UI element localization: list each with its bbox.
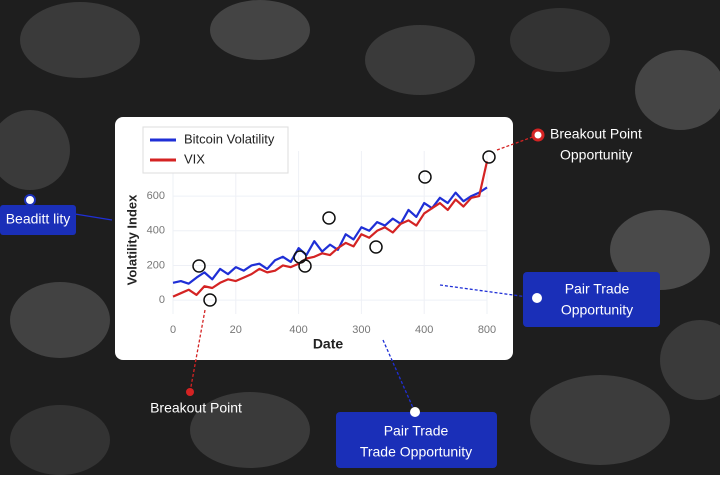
line bbox=[172, 161, 489, 298]
marker bbox=[186, 388, 194, 396]
marker bbox=[532, 293, 542, 303]
annotation: Breakout Point bbox=[550, 126, 642, 142]
annotation: Beaditt lity bbox=[6, 211, 71, 227]
x-tick-label: 400 bbox=[289, 324, 307, 336]
line bbox=[172, 186, 488, 285]
legend-label: Bitcoin Volatility bbox=[184, 131, 275, 146]
y-tick-label: 0 bbox=[159, 294, 165, 306]
y-tick-label: 400 bbox=[147, 225, 165, 237]
x-tick-label: 0 bbox=[170, 324, 176, 336]
x-tick-label: 400 bbox=[415, 324, 433, 336]
x-tick-label: 300 bbox=[352, 324, 370, 336]
annotation: Trade Opportunity bbox=[360, 444, 472, 460]
annotation: Opportunity bbox=[560, 147, 632, 163]
x-tick-label: 20 bbox=[230, 324, 242, 336]
y-tick-label: 600 bbox=[147, 190, 165, 202]
plot: 0 200 400 600 0 20 400 300 400 800 bbox=[147, 151, 496, 336]
legend bbox=[142, 126, 289, 174]
callout-box bbox=[336, 412, 497, 468]
annotation: Pair Trade bbox=[384, 423, 449, 439]
callout-box bbox=[523, 272, 660, 327]
y-tick-label: 200 bbox=[147, 259, 165, 271]
x-tick-label: 800 bbox=[478, 324, 496, 336]
legend-label: VIX bbox=[184, 151, 205, 166]
annotation: Opportunity bbox=[561, 302, 633, 318]
marker bbox=[24, 194, 36, 206]
connectors bbox=[74, 134, 539, 411]
x-axis-label: Date bbox=[313, 336, 344, 352]
marker bbox=[531, 128, 545, 142]
annotation: Breakout Point bbox=[150, 400, 242, 416]
callout-box bbox=[0, 205, 76, 235]
annotation: Pair Trade bbox=[565, 281, 630, 297]
highlight-circles bbox=[192, 150, 496, 307]
marker bbox=[410, 407, 420, 417]
chart-card bbox=[115, 117, 513, 360]
y-axis-label: Volatility Index bbox=[124, 194, 139, 286]
